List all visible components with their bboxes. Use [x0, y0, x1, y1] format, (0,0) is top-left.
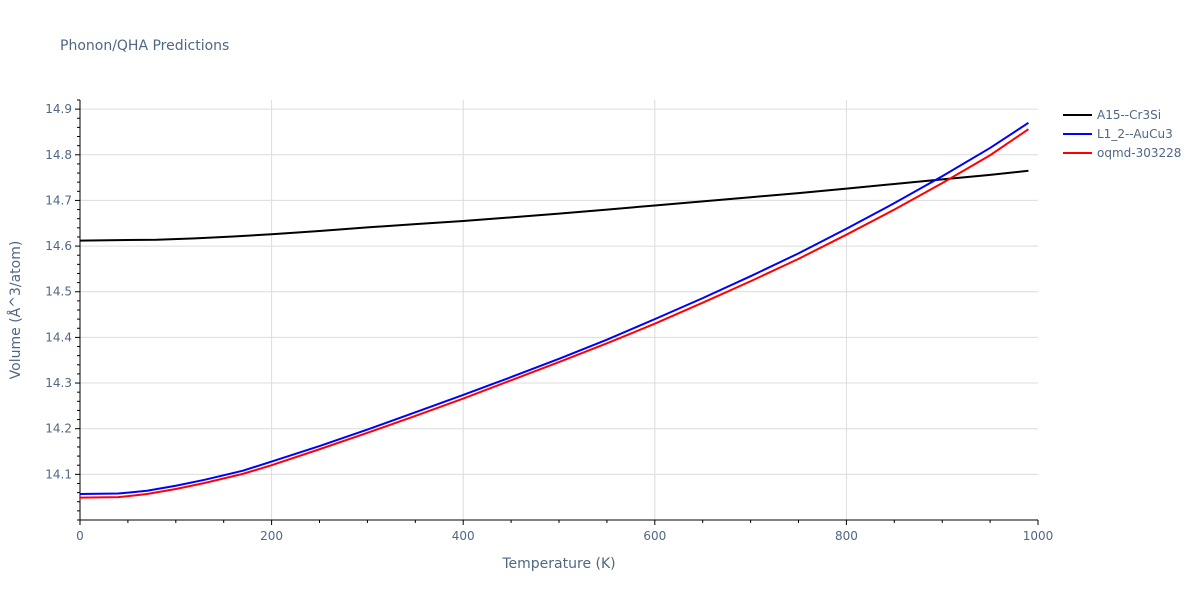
x-tick-label: 800: [835, 529, 858, 543]
y-tick-label: 14.5: [45, 285, 72, 299]
x-tick-label: 200: [260, 529, 283, 543]
y-tick-label: 14.3: [45, 376, 72, 390]
legend-label: oqmd-303228: [1097, 146, 1181, 160]
y-tick-label: 14.4: [45, 330, 72, 344]
y-tick-label: 14.9: [45, 102, 72, 116]
x-tick-label: 600: [643, 529, 666, 543]
y-axis-title: Volume (Å^3/atom): [7, 241, 24, 380]
series-line-0: [79, 169, 1029, 242]
x-tick-label: 1000: [1023, 529, 1054, 543]
y-tick-label: 14.2: [45, 422, 72, 436]
series-line-2: [79, 128, 1029, 499]
chart-title: Phonon/QHA Predictions: [60, 38, 229, 54]
legend-item[interactable]: oqmd-303228: [1063, 146, 1181, 160]
series-line-1: [79, 121, 1029, 495]
y-tick-label: 14.6: [45, 239, 72, 253]
legend[interactable]: A15--Cr3Si L1_2--AuCu3 oqmd-303228: [1063, 108, 1181, 160]
axes: [75, 99, 1039, 525]
grid: [80, 100, 1038, 520]
legend-label: L1_2--AuCu3: [1097, 127, 1173, 141]
legend-item[interactable]: A15--Cr3Si: [1063, 108, 1161, 122]
y-tick-label: 14.8: [45, 148, 72, 162]
legend-item[interactable]: L1_2--AuCu3: [1063, 127, 1173, 141]
legend-label: A15--Cr3Si: [1097, 108, 1161, 122]
x-axis-title: Temperature (K): [501, 556, 615, 572]
x-tick-label: 0: [76, 529, 84, 543]
y-tick-label: 14.1: [45, 467, 72, 481]
tick-labels: 0 200 400 600 800 1000 14.1 14.2 14.3 14.4 14.5 14.…: [45, 102, 1053, 543]
y-tick-label: 14.7: [45, 193, 72, 207]
series-layer: [79, 121, 1029, 499]
x-tick-label: 400: [452, 529, 475, 543]
